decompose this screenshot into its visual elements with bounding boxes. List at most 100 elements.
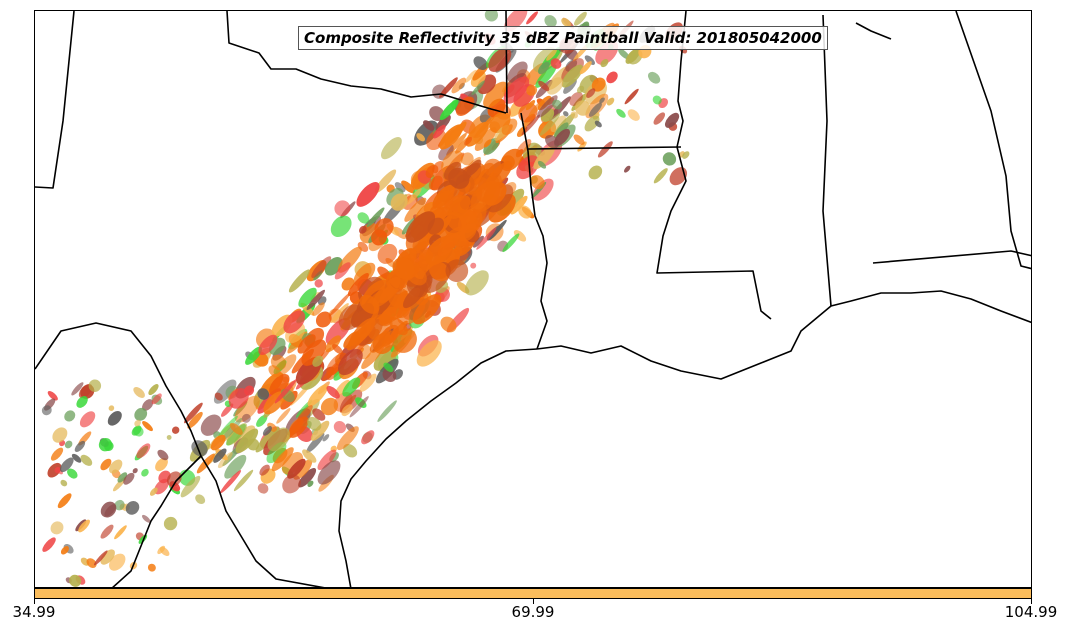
reflectivity-blob (584, 55, 595, 65)
reflectivity-blob (125, 501, 140, 515)
reflectivity-blob (464, 136, 473, 146)
reflectivity-blob (627, 109, 640, 121)
panhandle-west-boundary (35, 11, 75, 189)
reflectivity-blob (361, 430, 375, 445)
reflectivity-blob (357, 212, 370, 224)
reflectivity-blob (349, 317, 376, 346)
reflectivity-blob (317, 460, 341, 485)
reflectivity-blob (476, 227, 497, 250)
reflectivity-blob (334, 262, 351, 280)
reflectivity-blob (588, 165, 603, 180)
reflectivity-blob (117, 472, 128, 483)
reflectivity-blob (298, 287, 317, 308)
red-river-boundary (226, 11, 507, 114)
reflectivity-blob (314, 279, 323, 288)
reflectivity-blob (328, 292, 351, 317)
reflectivity-blob (439, 77, 458, 98)
reflectivity-blob (307, 384, 329, 407)
reflectivity-blob (334, 379, 350, 397)
reflectivity-blob (71, 382, 84, 396)
reflectivity-blob (394, 182, 406, 193)
reflectivity-blob (483, 139, 492, 148)
gulf-coast-east (536, 290, 1031, 380)
mississippi-alabama-boundary (822, 14, 832, 307)
reflectivity-blob (256, 414, 268, 427)
reflectivity-blob (69, 574, 82, 587)
reflectivity-blob (132, 468, 138, 474)
reflectivity-blob (600, 58, 609, 68)
reflectivity-blob (60, 479, 68, 487)
colorbar-label-min: 34.99 (12, 603, 56, 621)
reflectivity-blob (618, 48, 630, 60)
reflectivity-blob (561, 17, 571, 28)
reflectivity-blob (245, 346, 263, 365)
reflectivity-blob (315, 311, 332, 328)
reflectivity-paintball-layer (41, 11, 690, 587)
reflectivity-blob (134, 407, 148, 421)
reflectivity-blob (133, 386, 145, 398)
reflectivity-blob (54, 466, 61, 474)
reflectivity-blob (330, 366, 339, 376)
reflectivity-blob (470, 262, 477, 269)
reflectivity-blob (465, 159, 482, 177)
reflectivity-blob (470, 181, 501, 213)
reflectivity-blob (573, 134, 585, 145)
reflectivity-blob (333, 421, 347, 434)
reflectivity-blob (257, 483, 269, 494)
reflectivity-blob (539, 113, 561, 136)
reflectivity-blob (502, 233, 520, 253)
reflectivity-blob (52, 427, 68, 443)
reflectivity-blob (438, 144, 454, 161)
reflectivity-blob (258, 334, 278, 355)
reflectivity-blob (64, 410, 76, 422)
reflectivity-blob (141, 468, 149, 477)
reflectivity-blob (336, 426, 359, 451)
reflectivity-blob (268, 365, 281, 378)
reflectivity-blob (347, 273, 369, 297)
reflectivity-blob (432, 184, 455, 209)
reflectivity-blob (382, 368, 397, 382)
map-canvas (35, 11, 1031, 587)
reflectivity-blob (148, 384, 159, 396)
reflectivity-blob (86, 558, 97, 568)
reflectivity-blob (74, 440, 86, 453)
reflectivity-blob (544, 15, 557, 28)
reflectivity-blob (60, 546, 69, 555)
reflectivity-blob (537, 95, 552, 111)
reflectivity-blob (594, 120, 602, 128)
reflectivity-blob (94, 550, 108, 566)
reflectivity-blob (234, 395, 260, 423)
reflectivity-blob (516, 155, 540, 180)
reflectivity-blob (653, 168, 668, 184)
reflectivity-blob (310, 420, 330, 441)
reflectivity-blob (464, 69, 477, 83)
reflectivity-blob (282, 474, 301, 494)
map-title: Composite Reflectivity 35 dBZ Paintball … (298, 26, 828, 50)
reflectivity-blob (356, 182, 380, 207)
reflectivity-blob (180, 475, 201, 498)
reflectivity-blob (538, 61, 550, 75)
reflectivity-blob (338, 348, 363, 376)
reflectivity-blob (114, 525, 127, 540)
reflectivity-blob (374, 169, 397, 193)
reflectivity-blob (586, 88, 596, 98)
reflectivity-blob (98, 438, 113, 452)
reflectivity-blob (257, 388, 270, 400)
reflectivity-blob (455, 96, 475, 116)
reflectivity-blob (406, 188, 422, 205)
reflectivity-blob (134, 419, 141, 427)
reflectivity-blob (262, 426, 272, 436)
reflectivity-blob (123, 472, 135, 485)
reflectivity-blob (267, 427, 291, 452)
reflectivity-blob (142, 421, 153, 432)
reflectivity-blob (57, 493, 72, 509)
reflectivity-blob (326, 385, 340, 399)
reflectivity-blob (483, 158, 502, 177)
reflectivity-blob (433, 124, 446, 139)
alabama-georgia-boundary (955, 11, 1031, 270)
reflectivity-blob (302, 449, 317, 463)
reflectivity-blob (100, 549, 115, 565)
reflectivity-blob (448, 167, 470, 189)
reflectivity-blob (221, 403, 234, 417)
reflectivity-blob (392, 257, 415, 280)
